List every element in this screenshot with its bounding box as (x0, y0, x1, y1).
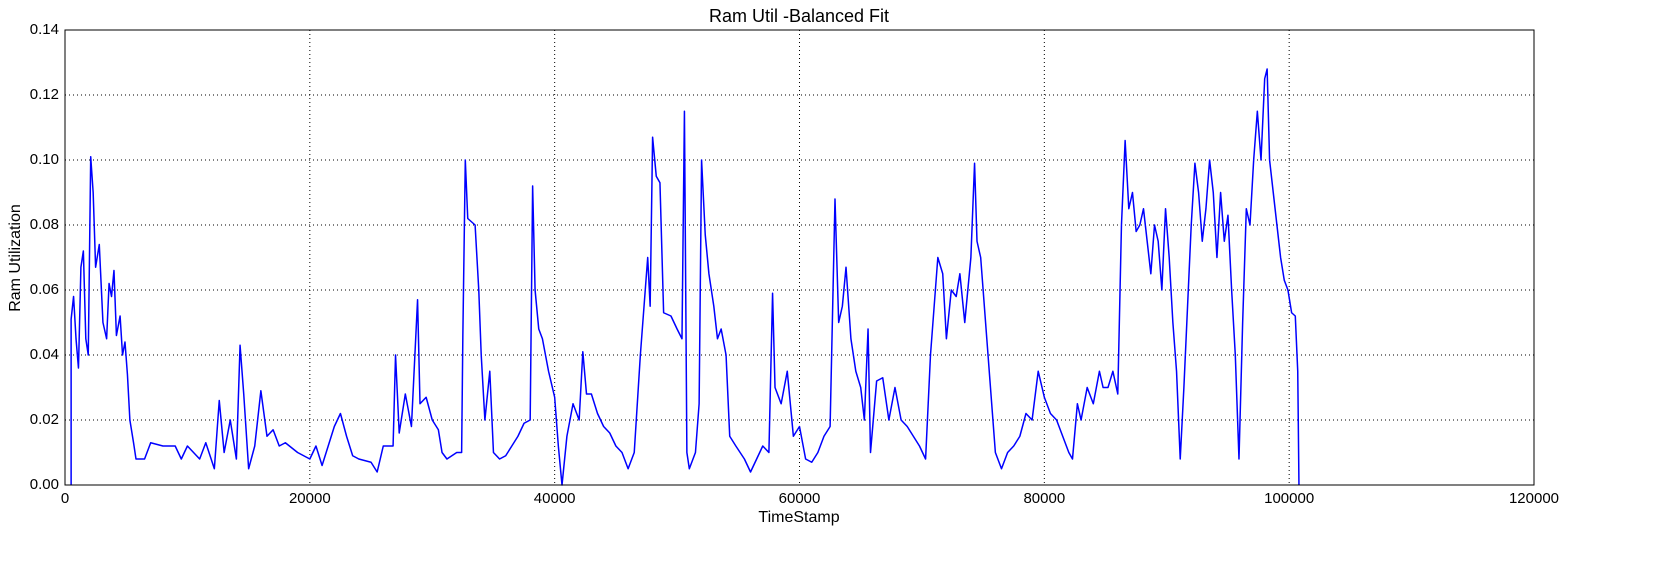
x-tick-label: 100000 (1264, 490, 1314, 507)
y-tick-label: 0.10 (30, 151, 59, 168)
x-tick-label: 0 (61, 490, 69, 507)
x-tick-label: 40000 (534, 490, 576, 507)
plot-frame (64, 29, 1535, 486)
x-tick-label: 80000 (1023, 490, 1065, 507)
y-tick-label: 0.04 (30, 346, 59, 363)
x-axis-label: TimeStamp (758, 509, 839, 526)
x-tick-label: 20000 (289, 490, 331, 507)
y-tick-label: 0.00 (30, 476, 59, 493)
y-tick-label: 0.08 (30, 216, 59, 233)
x-tick-label: 60000 (779, 490, 821, 507)
y-axis-label: Ram Utilization (7, 204, 24, 312)
x-tick-label: 120000 (1509, 490, 1559, 507)
y-tick-label: 0.02 (30, 411, 59, 428)
data-line (70, 68, 1300, 486)
y-tick-label: 0.12 (30, 86, 59, 103)
y-tick-label: 0.06 (30, 281, 59, 298)
y-tick-label: 0.14 (30, 21, 59, 38)
chart-title: Ram Util -Balanced Fit (709, 6, 889, 26)
